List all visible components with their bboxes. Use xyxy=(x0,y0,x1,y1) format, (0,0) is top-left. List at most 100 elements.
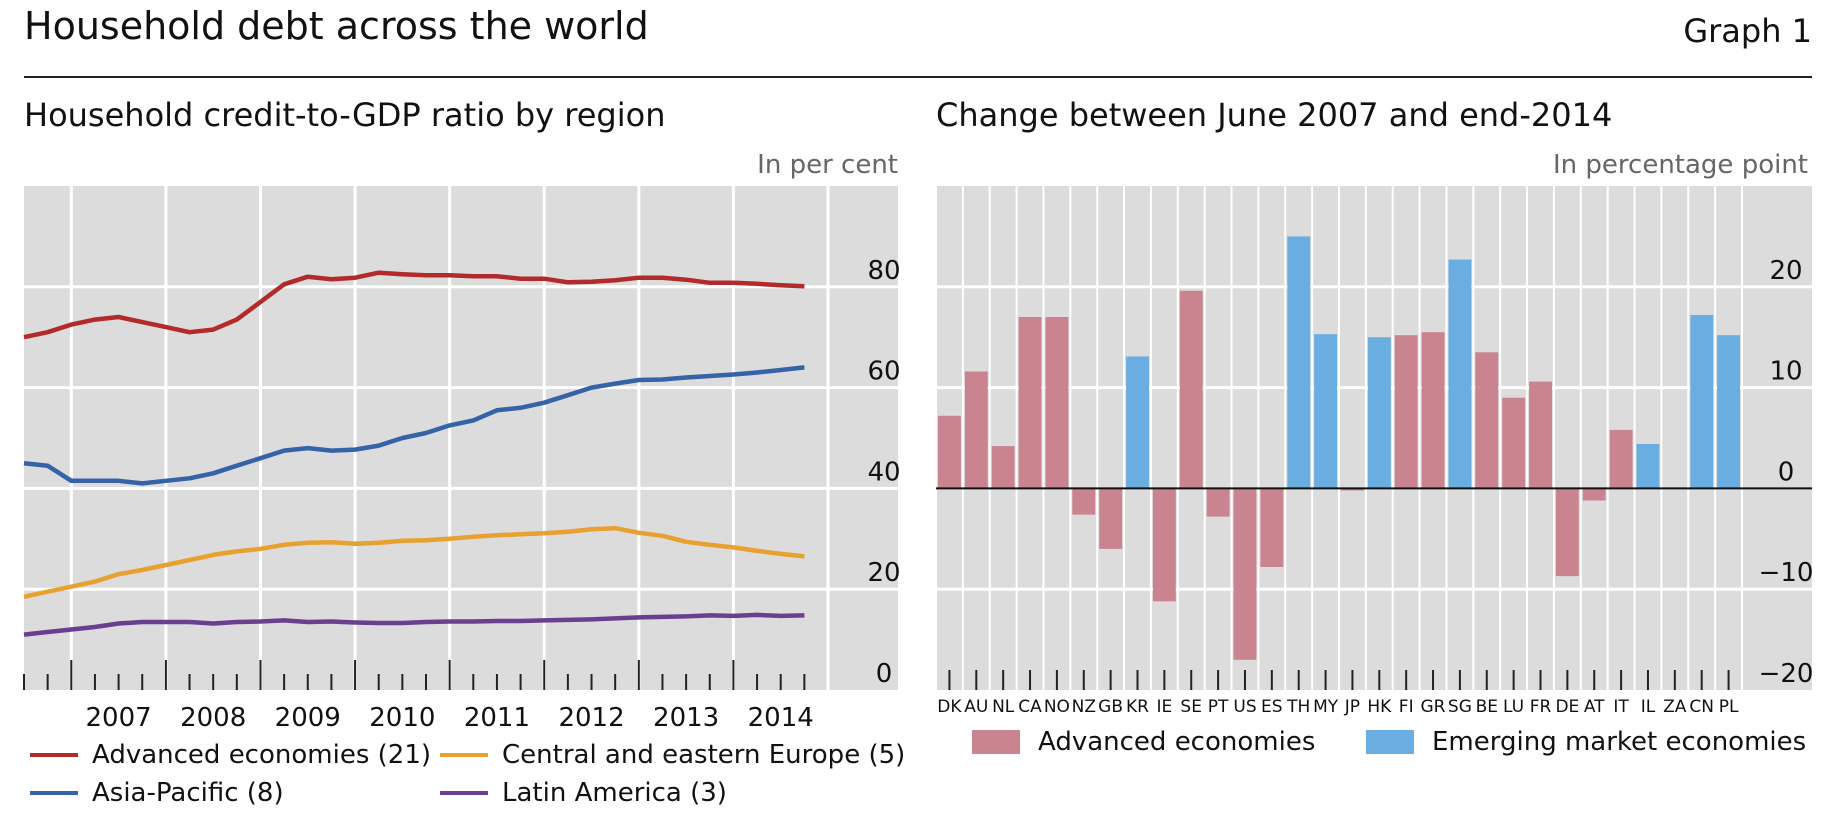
legend-swatch-asia xyxy=(30,791,78,795)
left-x-tick-label: 2009 xyxy=(275,703,341,733)
right-y-tick-label: 20 xyxy=(1769,256,1802,286)
legend-item-asia: Asia-Pacific (8) xyxy=(30,778,284,808)
legend-label-latam: Latin America (3) xyxy=(502,778,727,808)
left-series-line-1 xyxy=(23,365,805,486)
right-x-tick-label: PT xyxy=(1208,697,1229,717)
right-y-tick-label: 10 xyxy=(1769,357,1802,387)
bar-HK xyxy=(1367,337,1391,489)
legend-item-cee: Central and eastern Europe (5) xyxy=(440,740,905,770)
right-x-tick-label: MY xyxy=(1313,697,1339,717)
bar-NO xyxy=(1045,317,1069,489)
legend-swatch-advanced xyxy=(30,753,78,757)
right-x-tick-label: ES xyxy=(1261,697,1283,717)
left-x-tick-label: 2013 xyxy=(653,703,719,733)
left-x-tick-label: 2014 xyxy=(748,703,814,733)
right-y-tick-label: −20 xyxy=(1759,659,1814,689)
bar-DK xyxy=(938,415,961,489)
right-y-tick-label: 0 xyxy=(1778,457,1795,487)
bar-SE xyxy=(1179,290,1203,489)
bar-IE xyxy=(1152,488,1176,602)
right-x-tick-label: AU xyxy=(964,697,988,717)
bar-GR xyxy=(1421,332,1445,489)
bar-AU xyxy=(964,371,988,489)
legend-label-emerging: Emerging market economies xyxy=(1432,727,1807,757)
bar-LU xyxy=(1502,397,1526,489)
right-x-tick-label: IE xyxy=(1157,697,1173,717)
bar-IL xyxy=(1636,444,1660,489)
left-plot-area xyxy=(24,186,898,690)
right-x-tick-label: GR xyxy=(1421,697,1446,717)
left-y-tick-label: 40 xyxy=(867,457,900,487)
legend-item-advanced-economies: Advanced economies xyxy=(972,727,1315,757)
right-chart-unit: In percentage point xyxy=(1553,150,1808,180)
bar-SG xyxy=(1448,259,1472,489)
right-x-tick-label: US xyxy=(1233,697,1256,717)
left-y-tick-label: 80 xyxy=(867,256,900,286)
right-x-tick-label: FR xyxy=(1530,697,1552,717)
legend-swatch-latam xyxy=(440,791,488,795)
bar-BE xyxy=(1475,352,1499,489)
bar-PL xyxy=(1717,335,1740,489)
bar-PT xyxy=(1206,488,1230,517)
right-x-tick-label: ZA xyxy=(1663,697,1687,717)
right-x-tick-label: NL xyxy=(992,697,1015,717)
left-y-tick-label: 0 xyxy=(876,659,893,689)
left-x-tick-label: 2007 xyxy=(86,703,152,733)
bar-CN xyxy=(1690,315,1714,489)
right-chart-subtitle: Change between June 2007 and end-2014 xyxy=(936,96,1613,134)
right-x-tick-label: IT xyxy=(1613,697,1629,717)
right-x-tick-label: HK xyxy=(1367,697,1392,717)
page-title: Household debt across the world xyxy=(24,4,649,48)
legend-swatch-emerging xyxy=(1366,730,1414,754)
bar-KR xyxy=(1126,356,1149,489)
bar-FI xyxy=(1394,335,1418,489)
legend-swatch-advanced-economies xyxy=(972,730,1020,754)
right-x-tick-label: NZ xyxy=(1072,697,1096,717)
right-x-tick-label: TH xyxy=(1286,697,1310,717)
title-divider xyxy=(24,76,1812,78)
legend-label-advanced-economies: Advanced economies xyxy=(1038,727,1316,757)
legend-item-latam: Latin America (3) xyxy=(440,778,727,808)
bar-FR xyxy=(1529,381,1552,489)
bar-NL xyxy=(991,446,1015,489)
right-x-tick-label: GB xyxy=(1098,697,1123,717)
left-series-line-3 xyxy=(23,612,805,637)
right-x-tick-label: SE xyxy=(1180,697,1202,717)
bar-NZ xyxy=(1072,488,1096,515)
left-x-tick-label: 2011 xyxy=(464,703,530,733)
bar-DE xyxy=(1555,488,1579,577)
right-x-tick-label: JP xyxy=(1344,697,1360,717)
right-x-tick-label: DK xyxy=(937,697,962,717)
right-x-tick-label: SG xyxy=(1448,697,1472,717)
right-x-tick-label: LU xyxy=(1503,697,1524,717)
left-x-tick-label: 2012 xyxy=(558,703,624,733)
right-x-tick-label: NO xyxy=(1044,697,1070,717)
right-x-tick-label: IL xyxy=(1641,697,1656,717)
legend-item-advanced: Advanced economies (21) xyxy=(30,740,431,770)
bar-ES xyxy=(1260,488,1284,567)
left-x-tick-label: 2008 xyxy=(180,703,246,733)
bar-IT xyxy=(1609,429,1633,489)
legend-label-advanced: Advanced economies (21) xyxy=(92,740,432,770)
bar-MY xyxy=(1314,334,1337,489)
right-x-tick-label: AT xyxy=(1584,697,1605,717)
bar-US xyxy=(1233,488,1257,660)
bar-AT xyxy=(1582,488,1606,501)
right-x-tick-label: FI xyxy=(1399,697,1414,717)
right-x-tick-label: DE xyxy=(1555,697,1579,717)
legend-label-asia: Asia-Pacific (8) xyxy=(92,778,284,808)
left-chart-subtitle: Household credit-to-GDP ratio by region xyxy=(24,96,666,134)
right-x-tick-label: KR xyxy=(1126,697,1149,717)
legend-label-cee: Central and eastern Europe (5) xyxy=(502,740,906,770)
right-x-tick-label: PL xyxy=(1719,697,1739,717)
right-x-tick-label: CA xyxy=(1018,697,1042,717)
left-y-tick-label: 60 xyxy=(867,357,900,387)
bar-CA xyxy=(1018,317,1042,489)
left-series-line-2 xyxy=(23,525,805,599)
right-y-tick-label: −10 xyxy=(1759,558,1814,588)
bar-GB xyxy=(1099,488,1123,549)
left-series-line-0 xyxy=(23,270,805,340)
left-x-tick-label: 2010 xyxy=(369,703,435,733)
legend-swatch-cee xyxy=(440,753,488,757)
